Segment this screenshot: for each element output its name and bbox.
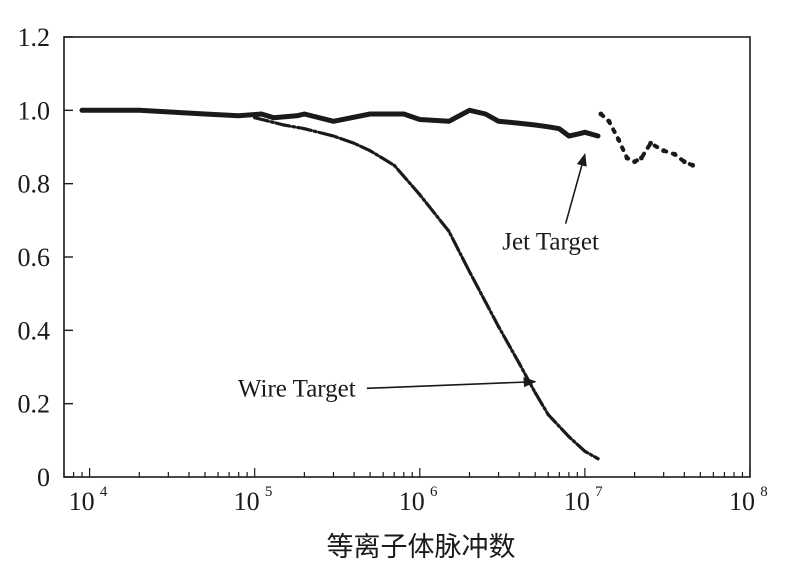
data-point — [517, 121, 521, 125]
x-tick-label: 10 — [564, 487, 590, 516]
y-tick-label: 0 — [37, 463, 50, 492]
data-point — [583, 130, 587, 134]
y-tick-label: 1.0 — [18, 96, 51, 125]
data-point — [137, 108, 141, 112]
y-tick-label: 1.2 — [18, 23, 51, 52]
data-point — [596, 457, 600, 461]
annotation-arrow — [366, 377, 537, 390]
x-tick-exponent: 7 — [595, 484, 603, 500]
x-tick-exponent: 8 — [760, 484, 768, 500]
x-tick-label: 10 — [234, 487, 260, 516]
data-point — [632, 159, 637, 165]
data-point — [661, 148, 667, 154]
data-point — [237, 114, 241, 118]
data-point — [557, 127, 561, 131]
data-point — [690, 162, 696, 168]
x-tick-exponent: 4 — [100, 484, 108, 500]
data-point — [546, 125, 550, 129]
y-tick-label: 0.8 — [18, 170, 51, 199]
data-point — [331, 119, 336, 123]
data-point — [302, 112, 306, 116]
data-point — [483, 112, 488, 116]
data-point — [583, 449, 587, 453]
data-point — [368, 149, 372, 153]
plot-frame — [63, 36, 751, 478]
annotation-label: Wire Target — [238, 375, 356, 402]
data-point — [331, 134, 336, 138]
data-point — [80, 108, 84, 112]
jet-target-series — [79, 107, 601, 139]
data-point — [598, 111, 604, 117]
data-point — [497, 325, 501, 329]
annotation-arrow — [564, 153, 587, 224]
data-point — [648, 140, 653, 146]
data-point — [533, 391, 537, 395]
data-point — [533, 123, 537, 127]
data-point — [402, 112, 406, 116]
y-tick-label: 0.4 — [18, 316, 51, 345]
wire-target-series — [253, 116, 600, 461]
data-point — [418, 193, 422, 197]
data-point — [467, 270, 472, 274]
y-tick-label: 0.2 — [18, 390, 51, 419]
data-point — [203, 112, 207, 116]
data-point — [467, 108, 472, 112]
data-point — [596, 134, 600, 138]
data-point — [606, 118, 612, 124]
annotation-label: Jet Target — [502, 229, 599, 256]
data-point — [567, 435, 571, 439]
data-point — [575, 132, 579, 136]
x-tick-exponent: 5 — [265, 484, 273, 500]
data-point — [295, 114, 299, 118]
data-point — [567, 134, 571, 138]
data-point — [392, 163, 396, 167]
x-axis: 10 4 10 5 10 6 10 7 10 8 — [63, 468, 768, 516]
x-axis-label: 等离子体脉冲数 — [327, 532, 516, 563]
data-point — [546, 413, 550, 417]
data-point — [368, 112, 372, 116]
data-point — [447, 229, 451, 233]
data-point — [639, 155, 644, 161]
data-point — [497, 119, 501, 123]
x-tick-label: 10 — [399, 487, 425, 516]
data-point — [681, 159, 687, 165]
y-axis: 0 0.2 0.4 0.6 0.8 1.0 1.2 — [18, 23, 73, 492]
data-point — [447, 119, 451, 123]
data-point — [259, 112, 264, 116]
data-point — [253, 116, 257, 120]
data-point — [418, 117, 422, 122]
y-tick-label: 0.6 — [18, 243, 51, 272]
data-point — [672, 151, 678, 157]
annotations: Jet Target Wire Target — [238, 153, 599, 402]
series-layer — [79, 107, 696, 461]
x-tick-exponent: 6 — [430, 484, 438, 500]
jet-target-series-tail — [598, 112, 695, 168]
x-tick-label: 10 — [69, 487, 95, 516]
data-point — [271, 116, 276, 120]
data-point — [517, 361, 521, 365]
data-point — [302, 127, 306, 131]
x-tick-label: 10 — [729, 487, 755, 516]
data-point — [624, 155, 630, 161]
data-point — [282, 123, 286, 127]
data-point — [352, 141, 356, 145]
data-point — [616, 137, 621, 143]
